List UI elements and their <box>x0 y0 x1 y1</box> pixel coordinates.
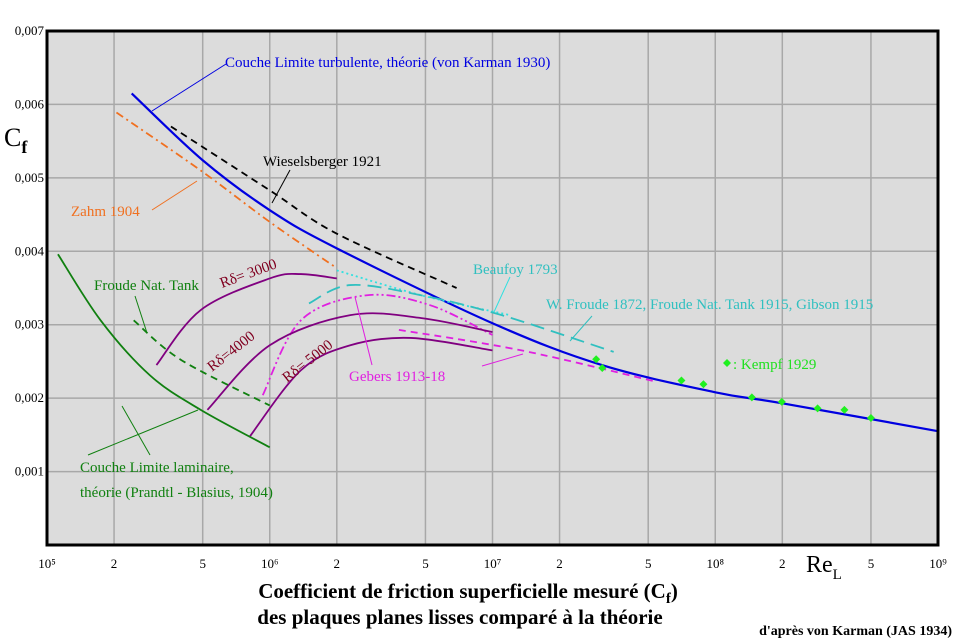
label-beaufoy: Beaufoy 1793 <box>473 262 558 278</box>
x-tick-label: 5 <box>422 556 429 571</box>
x-tick-label: 5 <box>868 556 875 571</box>
kempf-point <box>840 405 849 414</box>
kempf-point <box>813 404 822 413</box>
label-wfroude: W. Froude 1872, Froude Nat. Tank 1915, G… <box>546 297 873 313</box>
y-tick-label: 0,004 <box>15 243 45 258</box>
x-tick-label: 10⁵ <box>38 556 56 571</box>
label-kempf: : Kempf 1929 <box>733 357 816 373</box>
x-tick-label: 5 <box>645 556 652 571</box>
label-wieselsberger: Wieselsberger 1921 <box>263 154 382 170</box>
label-froude-tank: Froude Nat. Tank <box>94 278 199 294</box>
curve-froudetank <box>133 319 271 407</box>
leader-wfroude <box>569 315 593 342</box>
curves <box>57 92 939 449</box>
kempf-point <box>866 413 875 422</box>
x-tick-label: 2 <box>779 556 786 571</box>
y-tick-label: 0,002 <box>15 390 44 405</box>
leader-zahm <box>151 180 198 211</box>
leader-turbulent <box>151 63 227 112</box>
x-tick-label: 10⁹ <box>929 556 947 571</box>
label-laminar-line1: Couche Limite laminaire, <box>80 460 234 476</box>
x-tick-label: 2 <box>334 556 341 571</box>
leader-gebers2 <box>481 353 524 367</box>
x-tick-label: 2 <box>111 556 118 571</box>
curve-gebers1 <box>261 293 493 396</box>
x-tick-label: 2 <box>556 556 563 571</box>
curve-zahm <box>115 111 338 269</box>
y-tick-labels: 0,001 0,002 0,003 0,004 0,005 0,006 0,007 <box>15 23 45 479</box>
label-gebers: Gebers 1913-18 <box>349 369 445 385</box>
leader-gebers <box>354 296 373 366</box>
label-zahm: Zahm 1904 <box>71 204 140 220</box>
y-tick-label: 0,005 <box>15 170 44 185</box>
label-turbulent: Couche Limite turbulente, théorie (von K… <box>225 55 550 71</box>
x-tick-label: 10⁷ <box>484 556 502 571</box>
y-axis-label: Cf <box>4 123 28 157</box>
annotation-leaders <box>87 63 593 456</box>
curve-gebers2 <box>398 328 658 383</box>
chart-title-line2: des plaques planes lisses comparé à la t… <box>257 605 662 629</box>
x-tick-labels: 10⁵ 2 5 10⁶ 2 5 10⁷ 2 5 10⁸ 2 5 10⁹ <box>38 556 947 571</box>
plot-frame <box>45 29 940 547</box>
curve-turbulent <box>130 92 939 433</box>
leader-beaufoy <box>493 276 511 313</box>
kempf-point <box>598 364 607 373</box>
y-tick-label: 0,006 <box>15 96 45 111</box>
kempf-points <box>592 355 875 422</box>
leader-froudetank <box>134 295 148 334</box>
leader-laminar-a <box>87 409 199 456</box>
leader-laminar-b <box>121 405 151 456</box>
curve-r4000 <box>206 312 493 411</box>
curve-r5000 <box>248 336 493 438</box>
y-tick-label: 0,007 <box>15 23 45 38</box>
curve-r3000 <box>155 272 337 366</box>
kempf-point <box>747 393 756 402</box>
y-tick-label: 0,001 <box>15 464 44 479</box>
kempf-point <box>592 355 601 364</box>
x-axis-label: ReL <box>806 552 842 583</box>
curve-laminar <box>57 253 271 449</box>
x-tick-label: 10⁶ <box>261 556 279 571</box>
label-laminar-line2: théorie (Prandtl - Blasius, 1904) <box>80 485 273 501</box>
y-tick-label: 0,003 <box>15 317 44 332</box>
leader-wieselsberger <box>271 169 291 204</box>
kempf-legend-marker <box>723 359 731 367</box>
kempf-point <box>699 380 708 389</box>
kempf-point <box>677 376 686 385</box>
x-tick-label: 10⁸ <box>706 556 724 571</box>
kempf-point <box>777 397 786 406</box>
curve-beaufoy <box>336 269 511 317</box>
chart-title-line1: Coefficient de friction superficielle me… <box>258 579 678 607</box>
curve-wieselsberger <box>170 125 457 289</box>
credit-text: d'après von Karman (JAS 1934) <box>759 624 952 639</box>
x-tick-label: 5 <box>199 556 206 571</box>
